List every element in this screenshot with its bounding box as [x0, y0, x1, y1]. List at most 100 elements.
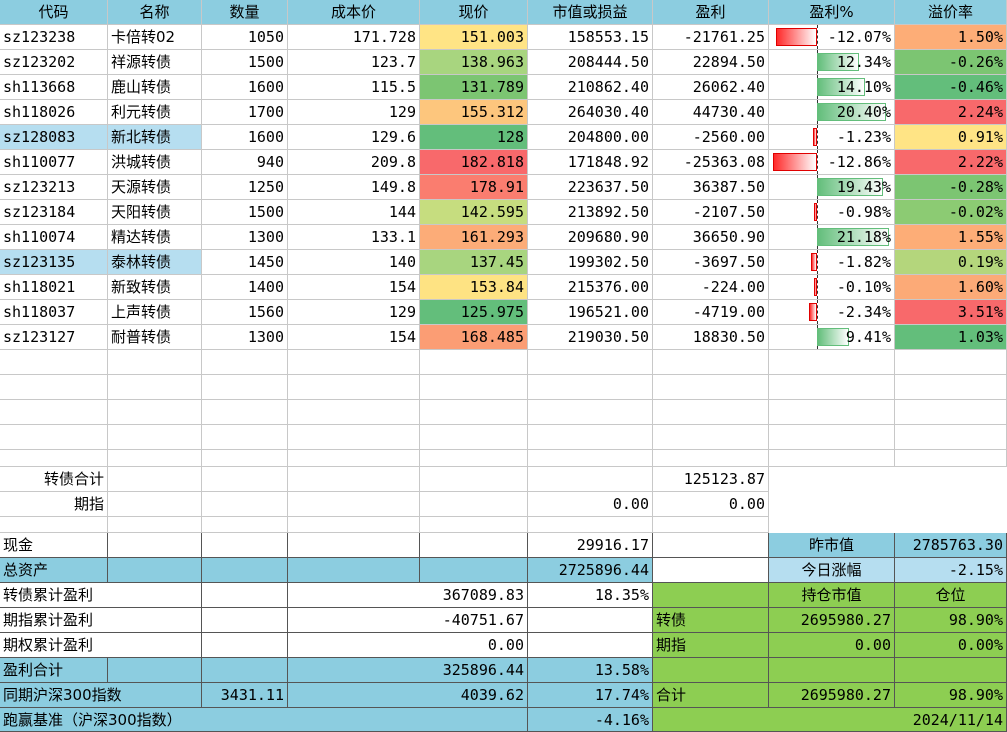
bond-qty[interactable]: 1450	[202, 250, 288, 275]
cell[interactable]	[895, 350, 1007, 375]
right-bond-holding[interactable]: 2695980.27	[769, 608, 895, 633]
bond-value[interactable]: 213892.50	[528, 200, 653, 225]
bond-cost[interactable]: 144	[288, 200, 420, 225]
right-futures-holding[interactable]: 0.00	[769, 633, 895, 658]
cell[interactable]	[653, 450, 769, 467]
bond-value[interactable]: 196521.00	[528, 300, 653, 325]
bond-price[interactable]: 161.293	[420, 225, 528, 250]
right-total-holding[interactable]: 2695980.27	[769, 683, 895, 708]
bond-code[interactable]: sz123135	[0, 250, 108, 275]
bond-profit-pct[interactable]: -0.10%	[769, 275, 895, 300]
bond-profit-pct[interactable]: -12.86%	[769, 150, 895, 175]
cell[interactable]	[895, 400, 1007, 425]
cell[interactable]	[420, 350, 528, 375]
bond-price[interactable]: 155.312	[420, 100, 528, 125]
futures-value[interactable]: 0.00	[528, 492, 653, 517]
futures-cum-label[interactable]: 期指累计盈利	[0, 608, 202, 633]
futures-label[interactable]: 期指	[0, 492, 108, 517]
cell[interactable]	[420, 558, 528, 583]
bond-qty[interactable]: 1560	[202, 300, 288, 325]
bond-profit-pct[interactable]: -12.07%	[769, 25, 895, 50]
header-profit[interactable]: 盈利	[653, 0, 769, 25]
header-cost[interactable]: 成本价	[288, 0, 420, 25]
bond-name[interactable]: 天源转债	[108, 175, 202, 200]
bond-profit[interactable]: 18830.50	[653, 325, 769, 350]
header-name[interactable]: 名称	[108, 0, 202, 25]
cell[interactable]	[420, 517, 528, 533]
bond-name[interactable]: 天阳转债	[108, 200, 202, 225]
cell[interactable]	[288, 517, 420, 533]
cell[interactable]	[0, 450, 108, 467]
right-bond-label[interactable]: 转债	[653, 608, 769, 633]
header-price[interactable]: 现价	[420, 0, 528, 25]
cell[interactable]	[895, 425, 1007, 450]
bond-price[interactable]: 178.91	[420, 175, 528, 200]
cell[interactable]	[202, 583, 288, 608]
bond-profit[interactable]: -224.00	[653, 275, 769, 300]
profit-total-value[interactable]: 325896.44	[288, 658, 528, 683]
header-value[interactable]: 市值或损益	[528, 0, 653, 25]
cell[interactable]	[653, 400, 769, 425]
bond-profit-pct[interactable]: -0.98%	[769, 200, 895, 225]
cell[interactable]	[653, 517, 769, 533]
cell[interactable]	[108, 450, 202, 467]
cell[interactable]	[288, 492, 420, 517]
bond-code[interactable]: sh118026	[0, 100, 108, 125]
bond-name[interactable]: 耐普转债	[108, 325, 202, 350]
cell[interactable]	[202, 658, 288, 683]
bond-code[interactable]: sz123238	[0, 25, 108, 50]
cell[interactable]	[653, 583, 769, 608]
bond-cost[interactable]: 171.728	[288, 25, 420, 50]
cell[interactable]	[202, 400, 288, 425]
bond-premium[interactable]: 1.03%	[895, 325, 1007, 350]
bond-cost[interactable]: 154	[288, 275, 420, 300]
cell[interactable]	[528, 467, 653, 492]
cell[interactable]	[420, 492, 528, 517]
cell[interactable]	[288, 425, 420, 450]
cell[interactable]	[288, 533, 420, 558]
cell[interactable]	[202, 633, 288, 658]
cell[interactable]	[288, 450, 420, 467]
bond-qty[interactable]: 1250	[202, 175, 288, 200]
bond-value[interactable]: 219030.50	[528, 325, 653, 350]
bond-profit-pct[interactable]: -1.23%	[769, 125, 895, 150]
total-assets-value[interactable]: 2725896.44	[528, 558, 653, 583]
position-label[interactable]: 仓位	[895, 583, 1007, 608]
cell[interactable]	[895, 658, 1007, 683]
bond-qty[interactable]: 1500	[202, 50, 288, 75]
bond-qty[interactable]: 1400	[202, 275, 288, 300]
cell[interactable]	[653, 558, 769, 583]
cell[interactable]	[202, 558, 288, 583]
cell[interactable]	[288, 558, 420, 583]
cell[interactable]	[288, 375, 420, 400]
cell[interactable]	[202, 533, 288, 558]
cell[interactable]	[108, 533, 202, 558]
bond-value[interactable]: 171848.92	[528, 150, 653, 175]
bond-cum-label[interactable]: 转债累计盈利	[0, 583, 202, 608]
options-cum-value[interactable]: 0.00	[288, 633, 528, 658]
bond-cost[interactable]: 115.5	[288, 75, 420, 100]
bond-profit-pct[interactable]: -1.82%	[769, 250, 895, 275]
cell[interactable]	[108, 558, 202, 583]
bond-code[interactable]: sz128083	[0, 125, 108, 150]
bond-cost[interactable]: 129	[288, 100, 420, 125]
bond-premium[interactable]: 1.50%	[895, 25, 1007, 50]
bond-qty[interactable]: 1300	[202, 225, 288, 250]
benchmark-pct[interactable]: -4.16%	[528, 708, 653, 732]
bond-name[interactable]: 祥源转债	[108, 50, 202, 75]
bond-name[interactable]: 卡倍转02	[108, 25, 202, 50]
bond-cum-value[interactable]: 367089.83	[288, 583, 528, 608]
bond-profit-pct[interactable]: 21.18%	[769, 225, 895, 250]
bond-qty[interactable]: 1600	[202, 75, 288, 100]
bond-cost[interactable]: 154	[288, 325, 420, 350]
bond-total-label[interactable]: 转债合计	[0, 467, 108, 492]
bond-qty[interactable]: 940	[202, 150, 288, 175]
bond-name[interactable]: 利元转债	[108, 100, 202, 125]
bond-code[interactable]: sh110074	[0, 225, 108, 250]
bond-profit[interactable]: 26062.40	[653, 75, 769, 100]
bond-profit-pct[interactable]: 12.34%	[769, 50, 895, 75]
profit-total-label[interactable]: 盈利合计	[0, 658, 108, 683]
cell[interactable]	[528, 450, 653, 467]
bond-price[interactable]: 138.963	[420, 50, 528, 75]
cell[interactable]	[202, 608, 288, 633]
